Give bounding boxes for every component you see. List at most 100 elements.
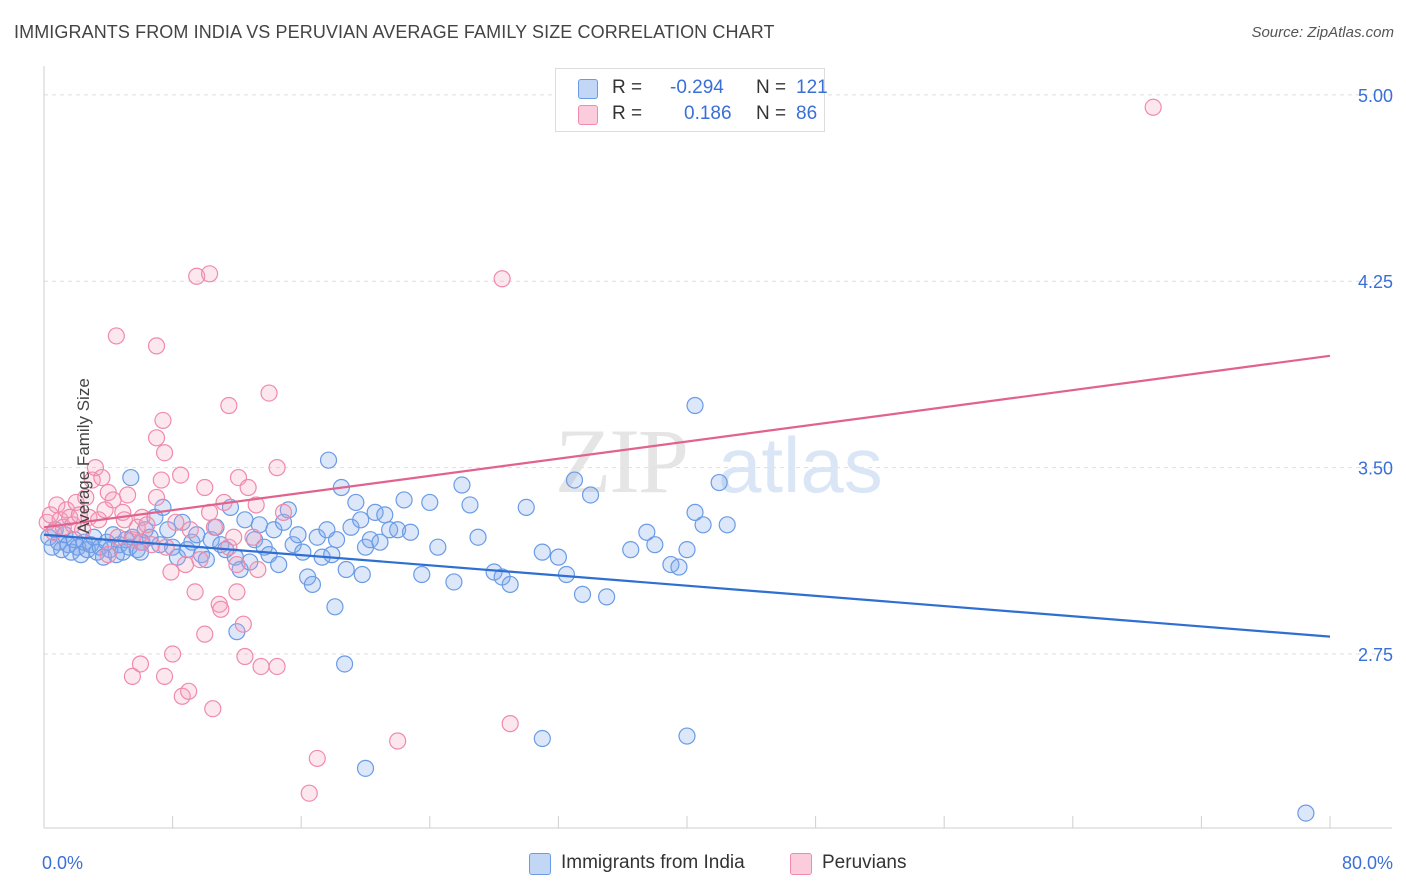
india-point: [376, 506, 394, 524]
peru-point: [188, 267, 206, 285]
india-point: [622, 541, 640, 559]
india-point: [557, 565, 576, 584]
india-point: [326, 598, 344, 616]
peru-point: [86, 459, 105, 477]
india-point: [710, 473, 728, 492]
india-point: [336, 655, 354, 673]
india-point: [445, 573, 463, 591]
india-point: [694, 516, 712, 534]
n-value: 121: [796, 77, 828, 98]
peru-point: [212, 600, 230, 618]
peru-point: [181, 521, 199, 539]
peru-point: [77, 488, 95, 507]
chart-title: IMMIGRANTS FROM INDIA VS PERUVIAN AVERAG…: [14, 22, 775, 42]
peru-point: [1144, 98, 1162, 116]
india-point: [549, 548, 568, 566]
legend-label: Peruvians: [822, 852, 907, 873]
india-point: [598, 588, 616, 606]
peru-point: [260, 384, 278, 402]
peru-point: [155, 444, 174, 462]
india-point: [517, 498, 535, 517]
india-point: [421, 493, 439, 512]
india-point: [469, 528, 487, 546]
india-point: [718, 516, 736, 534]
india-point: [371, 533, 389, 551]
peru-point: [107, 327, 125, 345]
peru-point: [300, 784, 318, 802]
x-tick-labels: 0.0% 80.0%: [42, 853, 1393, 873]
peru-point: [41, 506, 60, 524]
peru-point: [236, 647, 254, 666]
trend-lines: [43, 354, 1331, 638]
india-point: [401, 523, 420, 541]
india-point: [429, 538, 447, 556]
india-point: [581, 486, 600, 504]
peru-point: [157, 538, 175, 556]
y-tick-label: 4.25: [1358, 272, 1393, 292]
india-point: [356, 759, 375, 777]
peru-point: [274, 503, 293, 521]
india-point: [197, 550, 215, 569]
watermark: ZIP atlas: [555, 410, 883, 512]
india-point: [670, 558, 688, 576]
source-credit: Source: ZipAtlas.com: [1251, 24, 1394, 41]
series-legend: Immigrants from India Peruvians: [0, 852, 1406, 878]
peru-point: [200, 265, 219, 283]
y-tick-label: 3.50: [1358, 459, 1393, 479]
peru-point: [162, 563, 180, 581]
india-point: [573, 585, 592, 603]
india-swatch: [529, 853, 551, 875]
peru-point: [118, 486, 137, 504]
india-point: [353, 565, 371, 584]
india-point: [122, 468, 140, 487]
peru-point: [225, 528, 243, 546]
peru-point: [196, 478, 214, 497]
n-label: N =: [756, 77, 787, 98]
y-axis-label: Average Family Size: [73, 378, 93, 534]
india-point: [319, 451, 338, 469]
r-value: -0.294: [670, 77, 724, 98]
n-label: N =: [756, 103, 787, 124]
peru-point: [164, 645, 182, 663]
india-point: [347, 493, 365, 512]
peru-point: [180, 682, 198, 700]
x-tick-label-min: 0.0%: [42, 853, 83, 873]
peru-point: [220, 396, 238, 415]
india-point: [337, 560, 355, 579]
watermark-atlas: atlas: [718, 421, 883, 509]
peru-point: [123, 667, 142, 686]
peru-swatch: [578, 105, 598, 125]
peru-swatch: [790, 853, 812, 875]
peru-point: [93, 468, 111, 487]
peru-point: [147, 488, 166, 507]
peru-point: [239, 478, 257, 497]
peru-point: [268, 657, 286, 676]
peru-point: [191, 550, 209, 569]
india-point: [461, 496, 479, 514]
peru-point: [115, 511, 133, 529]
peru-point: [204, 700, 222, 718]
legend-label: Immigrants from India: [561, 852, 745, 873]
india-point: [533, 729, 551, 748]
peru-point: [196, 625, 214, 643]
peru-point: [154, 411, 172, 430]
india-point: [104, 526, 122, 544]
axes: [43, 66, 1392, 829]
peru-point: [109, 528, 127, 546]
india-point: [1297, 804, 1315, 822]
peru-point: [205, 518, 223, 536]
india-trend-line: [43, 533, 1331, 638]
india-point: [565, 471, 584, 489]
peru-point: [176, 555, 195, 574]
y-tick-label: 2.75: [1358, 645, 1393, 665]
india-point: [164, 538, 182, 556]
peru-point: [155, 667, 174, 686]
india-point: [395, 491, 413, 509]
india-point: [389, 521, 407, 539]
peru-point: [167, 513, 185, 531]
india-point: [686, 396, 704, 415]
peru-point: [268, 459, 286, 477]
india-point: [289, 526, 307, 544]
peru-point: [234, 615, 252, 633]
